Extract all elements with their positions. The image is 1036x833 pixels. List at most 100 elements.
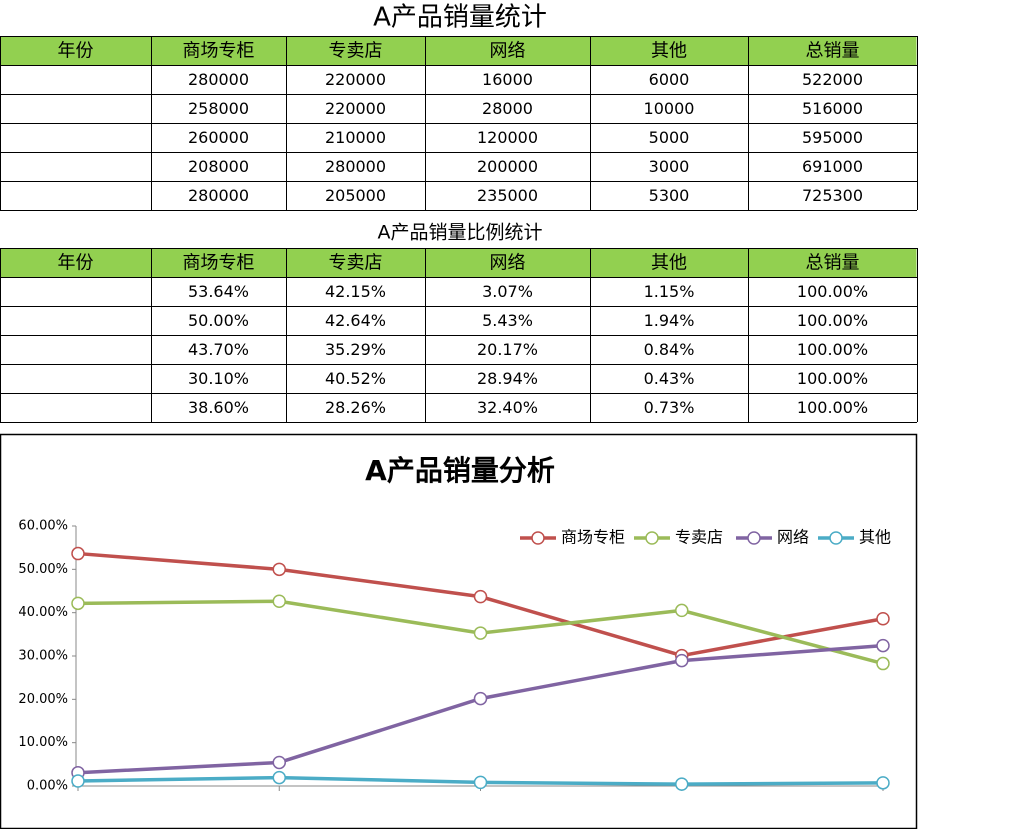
y-tick-label: 30.00% — [18, 649, 68, 664]
cell: 50.00% — [188, 311, 249, 330]
header-bg — [0, 36, 917, 66]
cell: 1.94% — [644, 311, 695, 330]
cell: 280000 — [325, 157, 386, 176]
data-point — [876, 638, 890, 653]
cell: 28.94% — [477, 369, 538, 388]
legend-marker — [645, 531, 659, 545]
header-bg — [0, 248, 917, 278]
cell: 0.84% — [644, 340, 695, 359]
cell: 280000 — [188, 70, 249, 89]
cell: 691000 — [802, 157, 863, 176]
data-point — [675, 777, 689, 791]
data-point — [71, 546, 85, 561]
cell: 20.17% — [477, 340, 538, 359]
cell: 42.15% — [325, 282, 386, 301]
cell: 40.52% — [325, 369, 386, 388]
data-point — [71, 596, 85, 611]
cell: 35.29% — [325, 340, 386, 359]
cell: 38.60% — [188, 398, 249, 417]
data-point — [272, 562, 286, 577]
cell: 28000 — [482, 99, 533, 118]
cell: 100.00% — [797, 369, 868, 388]
legend-label: 专卖店 — [675, 528, 723, 547]
cell: 0.43% — [644, 369, 695, 388]
header-cell: 商场专柜 — [183, 253, 255, 274]
cell: 208000 — [188, 157, 249, 176]
header-cell: 其他 — [651, 253, 687, 274]
cell: 42.64% — [325, 311, 386, 330]
header-cell: 总销量 — [806, 41, 860, 62]
y-tick-label: 0.00% — [27, 779, 68, 794]
data-point — [71, 774, 85, 788]
data-point — [473, 691, 488, 706]
data-point — [473, 589, 488, 604]
header-cell: 网络 — [490, 253, 526, 274]
cell: 30.10% — [188, 369, 249, 388]
data-point — [272, 755, 286, 770]
header-cell: 专卖店 — [329, 41, 383, 62]
cell: 5300 — [649, 186, 690, 205]
cell: 1.15% — [644, 282, 695, 301]
data-point — [675, 603, 689, 618]
data-point — [473, 775, 488, 790]
cell: 595000 — [802, 128, 863, 147]
cell: 200000 — [477, 157, 538, 176]
cell: 235000 — [477, 186, 538, 205]
cell: 6000 — [649, 70, 690, 89]
legend-label: 网络 — [777, 528, 809, 547]
table-title: A产品销量比例统计 — [378, 222, 543, 244]
data-point — [473, 626, 488, 640]
y-tick-label: 10.00% — [18, 735, 68, 750]
header-cell: 总销量 — [806, 253, 860, 274]
header-cell: 年份 — [58, 253, 94, 274]
cell: 100.00% — [797, 340, 868, 359]
cell: 120000 — [477, 128, 538, 147]
header-cell: 商场专柜 — [183, 41, 255, 62]
data-point — [876, 776, 890, 790]
cell: 100.00% — [797, 282, 868, 301]
table-title: A产品销量统计 — [373, 3, 547, 33]
cell: 205000 — [325, 186, 386, 205]
header-cell: 年份 — [58, 41, 94, 62]
data-point — [675, 653, 689, 668]
legend-marker — [829, 531, 843, 545]
cell: 0.73% — [644, 398, 695, 417]
cell: 43.70% — [188, 340, 249, 359]
cell: 10000 — [644, 99, 695, 118]
cell: 28.26% — [325, 398, 386, 417]
data-point — [272, 594, 286, 608]
cell: 53.64% — [188, 282, 249, 301]
cell: 5000 — [649, 128, 690, 147]
chart-title: A产品销量分析 — [365, 454, 555, 487]
cell: 516000 — [802, 99, 863, 118]
legend-marker — [531, 531, 545, 545]
y-tick-label: 50.00% — [18, 562, 68, 577]
cell: 220000 — [325, 99, 386, 118]
cell: 100.00% — [797, 311, 868, 330]
data-point — [272, 770, 286, 785]
y-tick-label: 60.00% — [18, 519, 68, 534]
cell: 210000 — [325, 128, 386, 147]
legend-label: 商场专柜 — [561, 528, 625, 547]
cell: 3000 — [649, 157, 690, 176]
cell: 32.40% — [477, 398, 538, 417]
legend-label: 其他 — [859, 528, 891, 547]
cell: 280000 — [188, 186, 249, 205]
data-point — [876, 611, 890, 626]
cell: 16000 — [482, 70, 533, 89]
data-point — [876, 656, 890, 671]
y-tick-label: 40.00% — [18, 605, 68, 620]
header-cell: 网络 — [490, 41, 526, 62]
cell: 260000 — [188, 128, 249, 147]
cell: 725300 — [802, 186, 863, 205]
cell: 258000 — [188, 99, 249, 118]
y-tick-label: 20.00% — [18, 692, 68, 707]
cell: 5.43% — [482, 311, 533, 330]
header-cell: 其他 — [651, 41, 687, 62]
header-cell: 专卖店 — [329, 253, 383, 274]
cell: 3.07% — [482, 282, 533, 301]
cell: 100.00% — [797, 398, 868, 417]
legend-marker — [747, 531, 761, 545]
